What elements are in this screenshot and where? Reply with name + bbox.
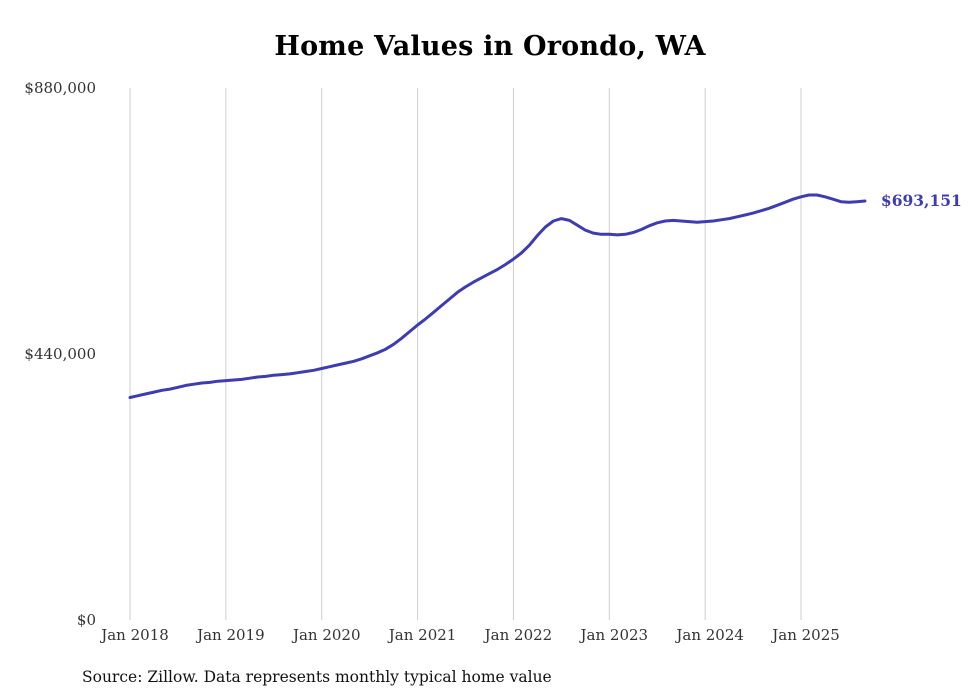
x-axis-tick-label: Jan 2025 xyxy=(772,626,840,644)
latest-value-label: $693,151 xyxy=(880,190,962,210)
x-axis-tick-label: Jan 2024 xyxy=(676,626,744,644)
x-axis-tick-label: Jan 2023 xyxy=(580,626,649,644)
x-axis-tick-label: Jan 2019 xyxy=(197,626,265,644)
x-axis-tick-label: Jan 2021 xyxy=(388,626,457,644)
y-axis-tick-label: $880,000 xyxy=(24,79,96,97)
x-axis-tick-label: Jan 2018 xyxy=(101,626,169,644)
y-axis-tick-label: $440,000 xyxy=(24,345,96,363)
home-value-line xyxy=(128,193,867,399)
x-axis-tick-label: Jan 2022 xyxy=(484,626,553,644)
y-axis-tick-label: $0 xyxy=(76,611,96,629)
x-axis-tick-label: Jan 2020 xyxy=(292,626,361,644)
source-note: Source: Zillow. Data represents monthly … xyxy=(82,668,552,686)
chart-title: Home Values in Orondo, WA xyxy=(274,31,706,62)
